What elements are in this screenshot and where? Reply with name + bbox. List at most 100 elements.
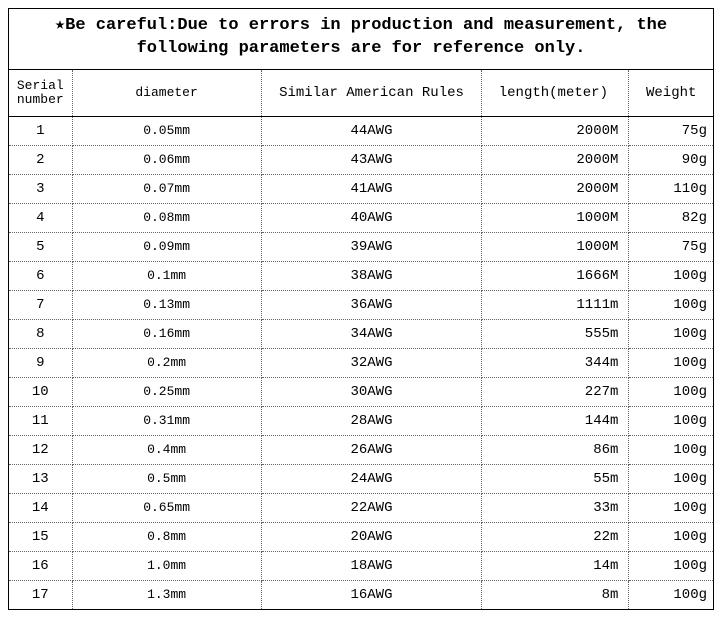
cell-awg: 38AWG [261, 261, 482, 290]
cell-length: 55m [482, 464, 629, 493]
cell-weight: 100g [629, 493, 713, 522]
cell-awg: 41AWG [261, 174, 482, 203]
table-row: 10.05mm44AWG2000M75g [9, 116, 713, 145]
cell-weight: 100g [629, 406, 713, 435]
cell-diameter: 0.2mm [72, 348, 261, 377]
table-row: 140.65mm22AWG33m100g [9, 493, 713, 522]
cell-serial: 14 [9, 493, 72, 522]
cell-diameter: 1.0mm [72, 551, 261, 580]
table-caption: ★Be careful:Due to errors in production … [9, 9, 713, 70]
cell-serial: 3 [9, 174, 72, 203]
cell-weight: 100g [629, 464, 713, 493]
cell-diameter: 1.3mm [72, 580, 261, 609]
cell-diameter: 0.8mm [72, 522, 261, 551]
cell-awg: 36AWG [261, 290, 482, 319]
cell-serial: 15 [9, 522, 72, 551]
table-row: 100.25mm30AWG227m100g [9, 377, 713, 406]
cell-diameter: 0.5mm [72, 464, 261, 493]
cell-serial: 1 [9, 116, 72, 145]
cell-weight: 90g [629, 145, 713, 174]
cell-diameter: 0.05mm [72, 116, 261, 145]
wire-spec-table-container: ★Be careful:Due to errors in production … [8, 8, 714, 610]
cell-diameter: 0.31mm [72, 406, 261, 435]
cell-serial: 17 [9, 580, 72, 609]
cell-weight: 82g [629, 203, 713, 232]
cell-length: 344m [482, 348, 629, 377]
cell-serial: 8 [9, 319, 72, 348]
table-row: 60.1mm38AWG1666M100g [9, 261, 713, 290]
cell-awg: 20AWG [261, 522, 482, 551]
cell-length: 33m [482, 493, 629, 522]
cell-diameter: 0.13mm [72, 290, 261, 319]
cell-serial: 11 [9, 406, 72, 435]
cell-weight: 100g [629, 551, 713, 580]
table-row: 70.13mm36AWG1111m100g [9, 290, 713, 319]
cell-serial: 9 [9, 348, 72, 377]
col-header-weight: Weight [629, 70, 713, 117]
cell-diameter: 0.4mm [72, 435, 261, 464]
cell-length: 2000M [482, 116, 629, 145]
cell-serial: 13 [9, 464, 72, 493]
cell-diameter: 0.08mm [72, 203, 261, 232]
cell-awg: 18AWG [261, 551, 482, 580]
table-row: 130.5mm24AWG55m100g [9, 464, 713, 493]
cell-serial: 4 [9, 203, 72, 232]
table-row: 20.06mm43AWG2000M90g [9, 145, 713, 174]
cell-awg: 26AWG [261, 435, 482, 464]
cell-diameter: 0.16mm [72, 319, 261, 348]
cell-diameter: 0.06mm [72, 145, 261, 174]
cell-awg: 34AWG [261, 319, 482, 348]
wire-spec-table: Serial number diameter Similar American … [9, 70, 713, 609]
cell-length: 2000M [482, 174, 629, 203]
cell-awg: 44AWG [261, 116, 482, 145]
cell-weight: 100g [629, 290, 713, 319]
cell-length: 14m [482, 551, 629, 580]
cell-weight: 100g [629, 348, 713, 377]
cell-length: 86m [482, 435, 629, 464]
cell-serial: 6 [9, 261, 72, 290]
table-row: 30.07mm41AWG2000M110g [9, 174, 713, 203]
cell-length: 22m [482, 522, 629, 551]
table-row: 110.31mm28AWG144m100g [9, 406, 713, 435]
cell-awg: 22AWG [261, 493, 482, 522]
cell-diameter: 0.65mm [72, 493, 261, 522]
cell-length: 1111m [482, 290, 629, 319]
cell-awg: 30AWG [261, 377, 482, 406]
cell-awg: 28AWG [261, 406, 482, 435]
cell-serial: 7 [9, 290, 72, 319]
col-header-serial: Serial number [9, 70, 72, 117]
table-row: 120.4mm26AWG86m100g [9, 435, 713, 464]
cell-length: 555m [482, 319, 629, 348]
cell-length: 8m [482, 580, 629, 609]
cell-length: 1000M [482, 203, 629, 232]
cell-length: 227m [482, 377, 629, 406]
cell-weight: 100g [629, 435, 713, 464]
table-body: 10.05mm44AWG2000M75g20.06mm43AWG2000M90g… [9, 116, 713, 609]
table-row: 50.09mm39AWG1000M75g [9, 232, 713, 261]
cell-weight: 100g [629, 319, 713, 348]
cell-serial: 5 [9, 232, 72, 261]
cell-awg: 24AWG [261, 464, 482, 493]
table-header-row: Serial number diameter Similar American … [9, 70, 713, 117]
cell-weight: 75g [629, 232, 713, 261]
cell-diameter: 0.09mm [72, 232, 261, 261]
cell-awg: 40AWG [261, 203, 482, 232]
cell-serial: 16 [9, 551, 72, 580]
cell-diameter: 0.1mm [72, 261, 261, 290]
cell-serial: 2 [9, 145, 72, 174]
col-header-diameter: diameter [72, 70, 261, 117]
cell-weight: 110g [629, 174, 713, 203]
cell-diameter: 0.07mm [72, 174, 261, 203]
cell-weight: 75g [629, 116, 713, 145]
table-row: 80.16mm34AWG555m100g [9, 319, 713, 348]
col-header-length: length(meter) [482, 70, 629, 117]
cell-length: 1666M [482, 261, 629, 290]
table-row: 90.2mm32AWG344m100g [9, 348, 713, 377]
cell-awg: 16AWG [261, 580, 482, 609]
cell-weight: 100g [629, 377, 713, 406]
cell-awg: 39AWG [261, 232, 482, 261]
cell-length: 2000M [482, 145, 629, 174]
cell-serial: 12 [9, 435, 72, 464]
table-row: 150.8mm20AWG22m100g [9, 522, 713, 551]
table-row: 171.3mm16AWG8m100g [9, 580, 713, 609]
